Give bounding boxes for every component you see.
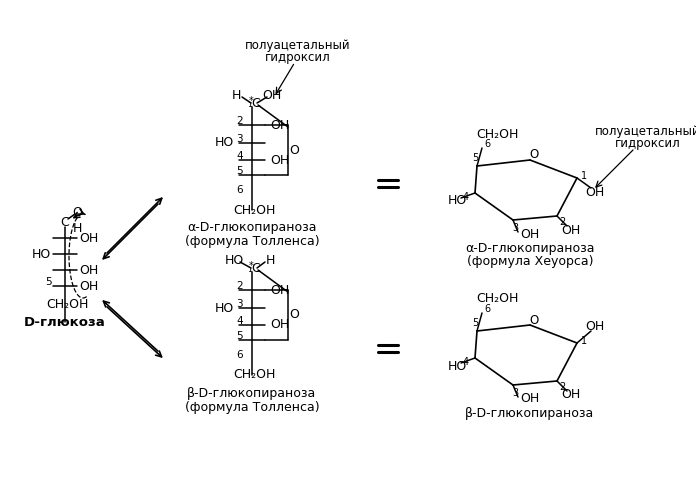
Text: OH: OH (79, 280, 99, 293)
Text: (формула Хеуорса): (формула Хеуорса) (467, 256, 593, 269)
Text: 4: 4 (237, 316, 243, 326)
Text: 3: 3 (512, 388, 518, 398)
Text: OH: OH (585, 321, 605, 334)
Text: O: O (289, 143, 299, 156)
Text: HO: HO (448, 360, 466, 373)
Text: C: C (61, 215, 70, 228)
Text: H: H (72, 221, 81, 234)
Text: 3: 3 (512, 223, 518, 233)
Text: OH: OH (262, 89, 282, 102)
Text: OH: OH (270, 119, 290, 131)
Text: 1: 1 (581, 171, 587, 181)
Text: α-D-глюкопираноза: α-D-глюкопираноза (187, 221, 317, 234)
Text: 5: 5 (472, 153, 478, 163)
Text: OH: OH (270, 319, 290, 332)
Text: O: O (530, 148, 539, 161)
Text: *: * (248, 96, 253, 106)
Text: O: O (530, 314, 539, 327)
Text: OH: OH (270, 153, 290, 166)
Text: OH: OH (521, 392, 539, 405)
Text: OH: OH (562, 388, 580, 401)
Text: CH₂OH: CH₂OH (233, 369, 275, 381)
Text: OH: OH (521, 227, 539, 240)
Text: CH₂OH: CH₂OH (476, 127, 519, 140)
Text: HO: HO (224, 254, 244, 267)
Text: OH: OH (270, 284, 290, 297)
Text: 6: 6 (237, 185, 243, 195)
Text: CH₂OH: CH₂OH (46, 298, 88, 311)
Text: D-глюкоза: D-глюкоза (24, 316, 106, 329)
Text: 4: 4 (463, 192, 469, 202)
Text: полуацетальный: полуацетальный (595, 125, 696, 138)
Text: CH₂OH: CH₂OH (233, 203, 275, 216)
Text: OH: OH (562, 223, 580, 236)
Text: OH: OH (79, 264, 99, 277)
Text: (формула Толленса): (формула Толленса) (184, 235, 319, 248)
Text: HO: HO (214, 136, 234, 149)
Text: *: * (248, 261, 253, 271)
Text: OH: OH (79, 231, 99, 244)
Text: α-D-глюкопираноза: α-D-глюкопираноза (465, 241, 595, 255)
Text: 2: 2 (559, 382, 565, 392)
Text: 6: 6 (237, 350, 243, 360)
Text: 1: 1 (581, 336, 587, 346)
Text: гидроксил: гидроксил (265, 51, 331, 64)
Text: гидроксил: гидроксил (615, 137, 681, 150)
Text: 6: 6 (484, 139, 490, 149)
Text: 6: 6 (484, 304, 490, 314)
Text: HO: HO (214, 302, 234, 315)
Text: HO: HO (448, 194, 466, 207)
Text: 2: 2 (237, 116, 243, 126)
Text: 5: 5 (46, 277, 52, 287)
Text: OH: OH (585, 185, 605, 198)
Text: HO: HO (31, 247, 51, 261)
Text: β-D-глюкопираноза: β-D-глюкопираноза (187, 386, 317, 399)
Text: O: O (72, 205, 82, 218)
Text: ₁C: ₁C (247, 262, 261, 275)
Text: ₁C: ₁C (247, 97, 261, 110)
Text: O: O (289, 309, 299, 322)
Text: β-D-глюкопираноза: β-D-глюкопираноза (466, 406, 594, 419)
Text: полуацетальный: полуацетальный (245, 39, 351, 52)
Text: H: H (265, 254, 275, 267)
Text: 5: 5 (237, 166, 243, 176)
Text: H: H (231, 89, 241, 102)
Text: 2: 2 (237, 281, 243, 291)
Text: 4: 4 (237, 151, 243, 161)
Text: (формула Толленса): (формула Толленса) (184, 400, 319, 413)
Text: 3: 3 (237, 134, 243, 144)
Text: 5: 5 (472, 318, 478, 328)
Text: 2: 2 (559, 217, 565, 227)
Text: 5: 5 (237, 331, 243, 341)
Text: CH₂OH: CH₂OH (476, 293, 519, 306)
Text: 4: 4 (463, 357, 469, 367)
Text: 3: 3 (237, 299, 243, 309)
